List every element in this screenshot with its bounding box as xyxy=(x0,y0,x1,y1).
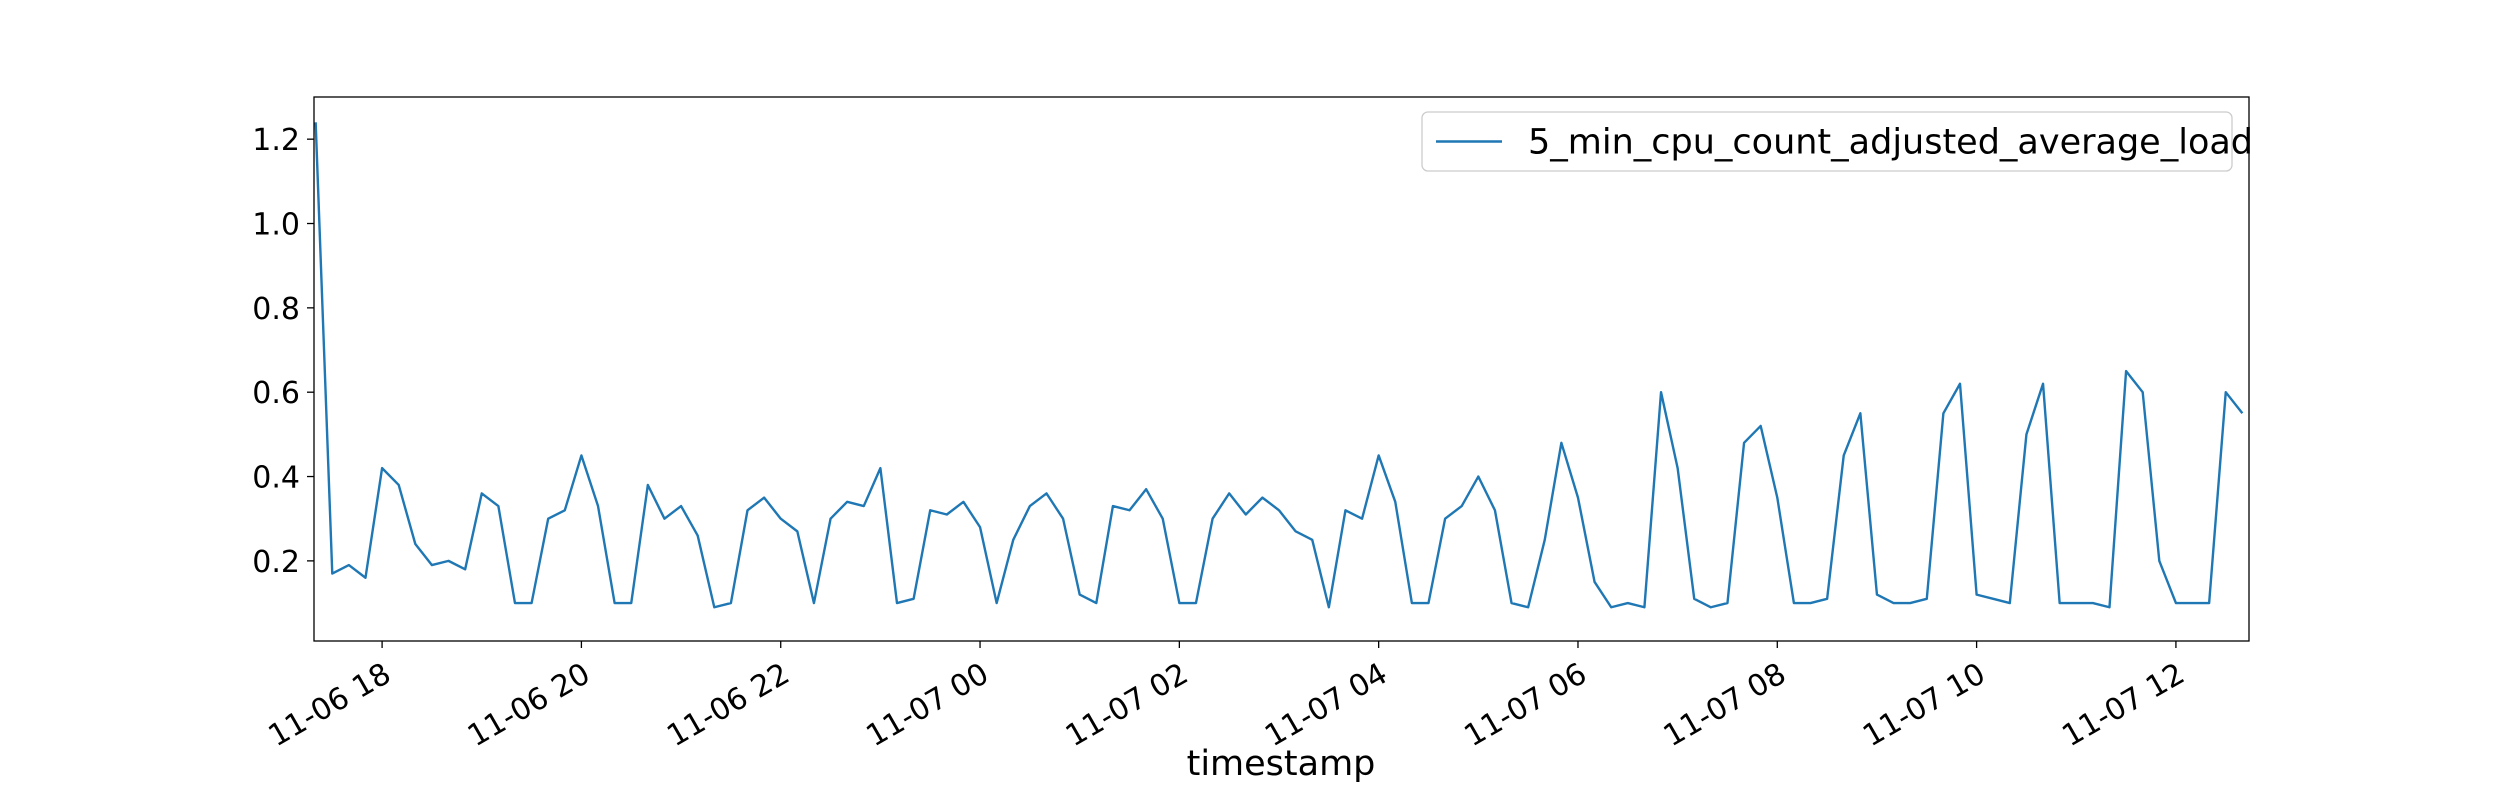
legend-box xyxy=(1421,111,2233,172)
legend-label: 5_min_cpu_count_adjusted_average_load xyxy=(1528,123,2253,163)
x-axis-label: timestamp xyxy=(1187,744,1376,784)
y-tick-label: 0.6 xyxy=(252,376,300,411)
data-line xyxy=(314,122,2244,609)
y-tick-label: 0.4 xyxy=(252,461,300,496)
axes-frame xyxy=(313,96,2250,642)
y-tick-label: 1.2 xyxy=(252,123,300,158)
y-tick-label: 0.2 xyxy=(252,545,300,580)
y-tick-label: 0.8 xyxy=(252,292,300,327)
y-tick-label: 1.0 xyxy=(252,208,300,243)
